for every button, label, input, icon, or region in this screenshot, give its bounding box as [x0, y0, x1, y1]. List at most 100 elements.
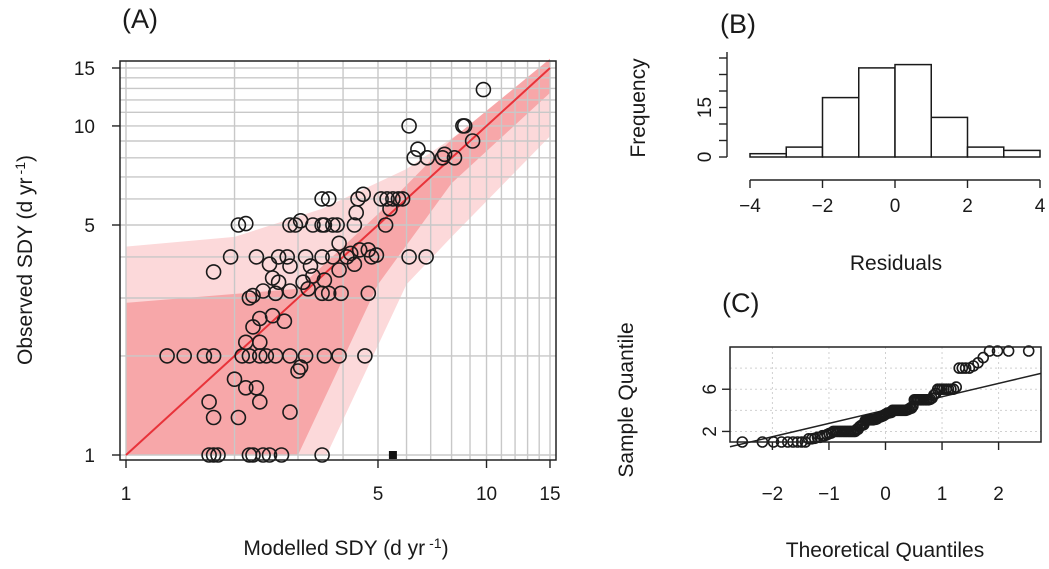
data-point	[297, 249, 314, 265]
data-point	[418, 249, 434, 265]
data-point	[385, 191, 401, 207]
special-point	[388, 451, 397, 459]
data-point	[320, 191, 337, 207]
data-point	[360, 242, 377, 258]
data-point	[270, 274, 287, 291]
data-point	[255, 283, 271, 299]
data-point	[205, 264, 222, 280]
data-point	[382, 201, 398, 217]
histogram-bar	[1003, 149, 1041, 158]
y-tick-label: 10	[74, 117, 95, 138]
data-point	[401, 118, 417, 134]
data-point	[273, 447, 290, 463]
data-point	[230, 217, 247, 233]
x-tick-label: 10	[476, 484, 497, 505]
data-point	[342, 245, 359, 262]
panel-a-frame	[119, 60, 557, 461]
data-point	[292, 213, 309, 229]
qq-point	[1022, 345, 1035, 357]
data-point	[363, 249, 380, 265]
x-tick-label: 4	[1035, 196, 1046, 217]
histogram-bar	[930, 116, 969, 158]
panel-c-qq: (C) −2 −1 0 1 2 2 6 Theoretical Quantiles Samp…	[615, 288, 1042, 562]
data-point	[282, 217, 298, 233]
x-tick-label: 0	[890, 196, 901, 217]
y-tick-label: 1	[84, 446, 95, 467]
data-point	[290, 363, 306, 379]
data-point	[390, 191, 407, 207]
data-point	[360, 285, 377, 302]
data-point	[357, 348, 373, 364]
panel-c-ticks: −2 −1 0 1 2 2 6	[700, 384, 1004, 505]
data-point	[282, 283, 298, 299]
data-point	[446, 150, 463, 166]
data-point	[373, 191, 389, 207]
data-point	[456, 118, 473, 134]
data-point	[348, 204, 365, 221]
data-point	[394, 191, 411, 207]
qq-point	[928, 389, 940, 401]
x-tick-label: −1	[818, 484, 840, 505]
qq-point	[950, 381, 963, 393]
qq-point	[956, 362, 969, 374]
data-point	[270, 249, 287, 265]
data-point	[251, 394, 268, 410]
panel-a-grid	[120, 61, 556, 460]
data-point	[176, 348, 192, 364]
data-point	[331, 235, 347, 252]
data-point	[287, 217, 304, 233]
data-point	[297, 348, 314, 364]
data-point	[302, 258, 319, 274]
x-tick-label: 1	[937, 484, 948, 505]
data-point	[316, 272, 333, 288]
data-point	[261, 447, 278, 463]
data-point	[464, 133, 481, 149]
qq-point	[977, 351, 990, 364]
data-point	[238, 215, 254, 232]
panel-a-xlabel: Modelled SDY (d yr -1)	[243, 535, 448, 560]
x-tick-label: 1	[121, 484, 132, 505]
data-point	[230, 409, 247, 426]
data-point	[210, 447, 226, 463]
qq-point	[1002, 345, 1015, 357]
panel-c-label: (C)	[722, 288, 759, 318]
panel-b-label: (B)	[720, 9, 756, 39]
data-point	[205, 447, 222, 463]
panel-c-xlabel: Theoretical Quantiles	[786, 539, 984, 562]
data-point	[276, 313, 293, 330]
data-point	[475, 81, 492, 98]
data-point	[241, 290, 258, 306]
panel-b-xlabel: Residuals	[850, 252, 942, 275]
panel-c-grid	[730, 347, 1041, 442]
histogram-bar	[858, 67, 896, 158]
histogram-bar	[966, 146, 1005, 158]
panel-b-axes: −4 −2 0 2 4 0 15	[695, 52, 1046, 217]
data-point	[255, 447, 271, 463]
data-point	[331, 262, 347, 278]
x-tick-label: −2	[812, 196, 834, 217]
panel-b-bars	[749, 63, 1041, 158]
y-tick-label: 15	[695, 97, 716, 118]
data-point	[222, 249, 239, 265]
data-point	[314, 191, 330, 207]
data-point	[305, 268, 321, 284]
y-tick-label: 5	[84, 216, 95, 237]
data-point	[401, 249, 417, 265]
qq-point	[991, 345, 1004, 357]
data-point	[258, 348, 275, 364]
data-point	[316, 217, 333, 233]
y-tick-label: 15	[74, 59, 95, 80]
qq-point	[947, 383, 960, 396]
data-point	[282, 404, 298, 420]
data-point	[314, 447, 330, 463]
data-point	[226, 371, 243, 388]
data-point	[333, 285, 349, 302]
x-tick-label: −2	[762, 484, 784, 505]
panel-a-points	[159, 81, 492, 463]
data-point	[351, 242, 368, 258]
data-point	[159, 348, 175, 364]
data-point	[282, 258, 298, 274]
